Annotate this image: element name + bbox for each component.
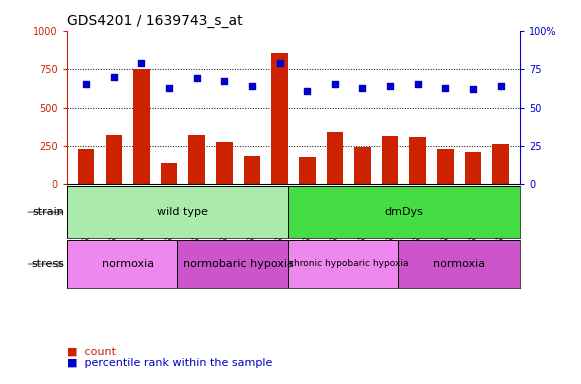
Point bbox=[275, 60, 284, 66]
Text: chronic hypobaric hypoxia: chronic hypobaric hypoxia bbox=[289, 260, 408, 268]
Text: wild type: wild type bbox=[157, 207, 209, 217]
Bar bbox=[133, 69, 150, 184]
Bar bbox=[437, 149, 454, 184]
Point bbox=[164, 84, 174, 91]
Point bbox=[109, 74, 119, 80]
Point bbox=[413, 81, 422, 88]
Bar bbox=[177, 240, 299, 288]
Point bbox=[358, 84, 367, 91]
Point bbox=[468, 86, 478, 92]
Bar bbox=[399, 240, 520, 288]
Bar bbox=[410, 137, 426, 184]
Point bbox=[496, 83, 505, 89]
Text: dmDys: dmDys bbox=[385, 207, 424, 217]
Bar bbox=[67, 186, 299, 238]
Bar bbox=[288, 240, 410, 288]
Text: normoxia: normoxia bbox=[433, 259, 485, 269]
Text: ■  percentile rank within the sample: ■ percentile rank within the sample bbox=[67, 358, 272, 368]
Point bbox=[81, 81, 91, 88]
Point bbox=[192, 75, 202, 81]
Text: ■  count: ■ count bbox=[67, 346, 116, 356]
Point bbox=[330, 81, 339, 88]
Bar bbox=[106, 135, 122, 184]
Bar bbox=[465, 152, 481, 184]
Point bbox=[441, 84, 450, 91]
Bar bbox=[78, 149, 95, 184]
Bar bbox=[216, 142, 232, 184]
Bar bbox=[299, 157, 315, 184]
Text: normoxia: normoxia bbox=[102, 259, 153, 269]
Bar bbox=[288, 186, 520, 238]
Point bbox=[137, 60, 146, 66]
Point bbox=[248, 83, 257, 89]
Bar bbox=[327, 132, 343, 184]
Bar bbox=[354, 147, 371, 184]
Text: stress: stress bbox=[31, 259, 64, 269]
Text: strain: strain bbox=[32, 207, 64, 217]
Point bbox=[303, 88, 312, 94]
Bar bbox=[67, 240, 188, 288]
Text: normobaric hypoxia: normobaric hypoxia bbox=[182, 259, 293, 269]
Bar bbox=[161, 163, 177, 184]
Bar bbox=[271, 53, 288, 184]
Text: GDS4201 / 1639743_s_at: GDS4201 / 1639743_s_at bbox=[67, 14, 242, 28]
Bar bbox=[188, 135, 205, 184]
Bar bbox=[492, 144, 509, 184]
Point bbox=[385, 83, 394, 89]
Bar bbox=[382, 136, 399, 184]
Bar bbox=[243, 156, 260, 184]
Point bbox=[220, 78, 229, 84]
